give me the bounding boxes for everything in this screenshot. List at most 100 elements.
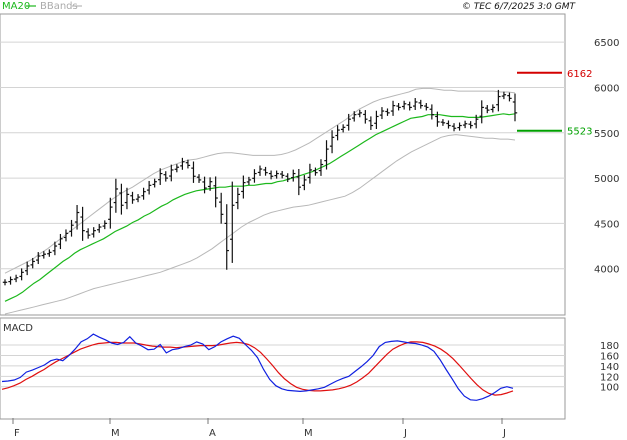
x-tick-label: F xyxy=(14,428,20,439)
ohlc-bar xyxy=(180,157,185,170)
ohlc-bar xyxy=(207,177,213,191)
ohlc-bar xyxy=(146,180,152,195)
ohlc-bar xyxy=(357,109,362,118)
ohlc-bar xyxy=(368,116,374,130)
x-tick-label: J xyxy=(403,428,407,439)
macd-tick-label: 120 xyxy=(600,372,619,383)
x-tick-label: M xyxy=(111,428,120,439)
ohlc-bar xyxy=(401,100,407,110)
ohlc-bar xyxy=(13,274,19,283)
ohlc-bar xyxy=(324,140,329,170)
ohlc-bar xyxy=(246,176,252,185)
ohlc-bar xyxy=(374,110,379,130)
ohlc-bar xyxy=(285,173,290,183)
price-tick-label: 4500 xyxy=(594,219,619,230)
x-tick-label: M xyxy=(304,428,313,439)
legend-ma20: MA20 xyxy=(2,1,30,12)
ohlc-bar xyxy=(119,183,124,215)
level-label: 5523 xyxy=(567,127,592,138)
ohlc-bar xyxy=(363,110,368,124)
ohlc-bar xyxy=(74,204,80,230)
bbands-upper-line xyxy=(4,87,516,274)
ohlc-bar xyxy=(457,122,462,131)
ohlc-bar xyxy=(468,121,473,129)
ohlc-bar xyxy=(91,227,96,238)
ohlc-bar xyxy=(385,108,390,116)
ohlc-bar xyxy=(451,123,457,132)
ohlc-bar xyxy=(418,99,423,109)
ohlc-bar xyxy=(257,165,263,176)
price-tick-label: 5000 xyxy=(594,174,619,185)
ohlc-bar xyxy=(213,176,218,208)
ohlc-bar xyxy=(58,233,63,250)
ohlc-bar xyxy=(435,111,440,127)
ohlc-bar xyxy=(241,175,246,199)
ohlc-bar xyxy=(169,164,174,182)
copyright-label: © TEC 6/7/2025 3:0 GMT xyxy=(462,2,577,12)
macd-line xyxy=(1,333,514,401)
ohlc-bar xyxy=(191,161,196,183)
ohlc-bar xyxy=(135,194,141,203)
ohlc-bar xyxy=(102,220,107,230)
price-marks: 6162 5523 xyxy=(2,69,592,315)
ohlc-bar xyxy=(152,178,157,188)
ohlc-bar xyxy=(52,241,58,256)
ohlc-bar xyxy=(268,170,274,180)
ohlc-bar xyxy=(346,113,351,131)
x-tick-label: A xyxy=(209,428,216,439)
ohlc-bar xyxy=(196,174,202,183)
x-tick-label: J xyxy=(502,428,506,439)
ohlc-bar xyxy=(413,98,418,110)
macd-panel xyxy=(0,317,566,420)
ohlc-bar xyxy=(230,181,235,263)
ohlc-bar xyxy=(279,170,285,179)
macd-tick-label: 100 xyxy=(600,383,619,394)
price-tick-label: 5500 xyxy=(594,129,619,140)
ohlc-bar xyxy=(8,276,13,285)
ohlc-bar xyxy=(174,164,180,173)
ohlc-bar xyxy=(329,130,335,154)
ohlc-bar xyxy=(252,169,257,183)
ohlc-bar xyxy=(30,257,35,269)
ohlc-bar xyxy=(41,251,47,259)
ohlc-bar xyxy=(407,101,412,111)
ohlc-bar xyxy=(163,171,168,182)
macd-tick-label: 140 xyxy=(600,362,619,373)
macd-tick-label: 180 xyxy=(600,341,619,352)
bbands-lower-line xyxy=(4,134,516,315)
ohlc-bar xyxy=(63,229,69,242)
ohlc-bar xyxy=(390,100,396,116)
ohlc-bar xyxy=(507,92,512,102)
ohlc-bar xyxy=(158,168,163,185)
ohlc-bar xyxy=(97,223,102,233)
ohlc-bar xyxy=(47,249,52,257)
ohlc-bar xyxy=(24,261,30,276)
ohlc-bar xyxy=(352,111,357,122)
ohlc-bar xyxy=(218,192,224,224)
ohlc-bar xyxy=(224,204,229,270)
ohlc-bar xyxy=(36,252,41,265)
ohlc-bar xyxy=(313,167,318,176)
ohlc-bar xyxy=(124,187,130,210)
ohlc-bar xyxy=(108,197,113,229)
ohlc-bar xyxy=(296,168,302,196)
ohlc-bar xyxy=(307,163,313,184)
ohlc-bar xyxy=(379,107,385,120)
ohlc-bar xyxy=(473,114,479,129)
ma20-line xyxy=(4,113,516,302)
ohlc-bar xyxy=(291,169,296,182)
ohlc-bar xyxy=(19,268,24,281)
price-tick-label: 6500 xyxy=(594,38,619,49)
ohlc-bar xyxy=(202,176,207,194)
price-tick-label: 4000 xyxy=(594,265,619,276)
ohlc-bar xyxy=(302,175,307,191)
price-panel xyxy=(0,13,566,316)
ohlc-bar xyxy=(235,187,241,210)
ohlc-bar xyxy=(85,228,91,239)
macd-signal-line xyxy=(1,341,514,396)
ohlc-bar xyxy=(512,93,518,122)
ohlc-bar xyxy=(446,120,451,129)
ohlc-bar xyxy=(69,219,74,237)
